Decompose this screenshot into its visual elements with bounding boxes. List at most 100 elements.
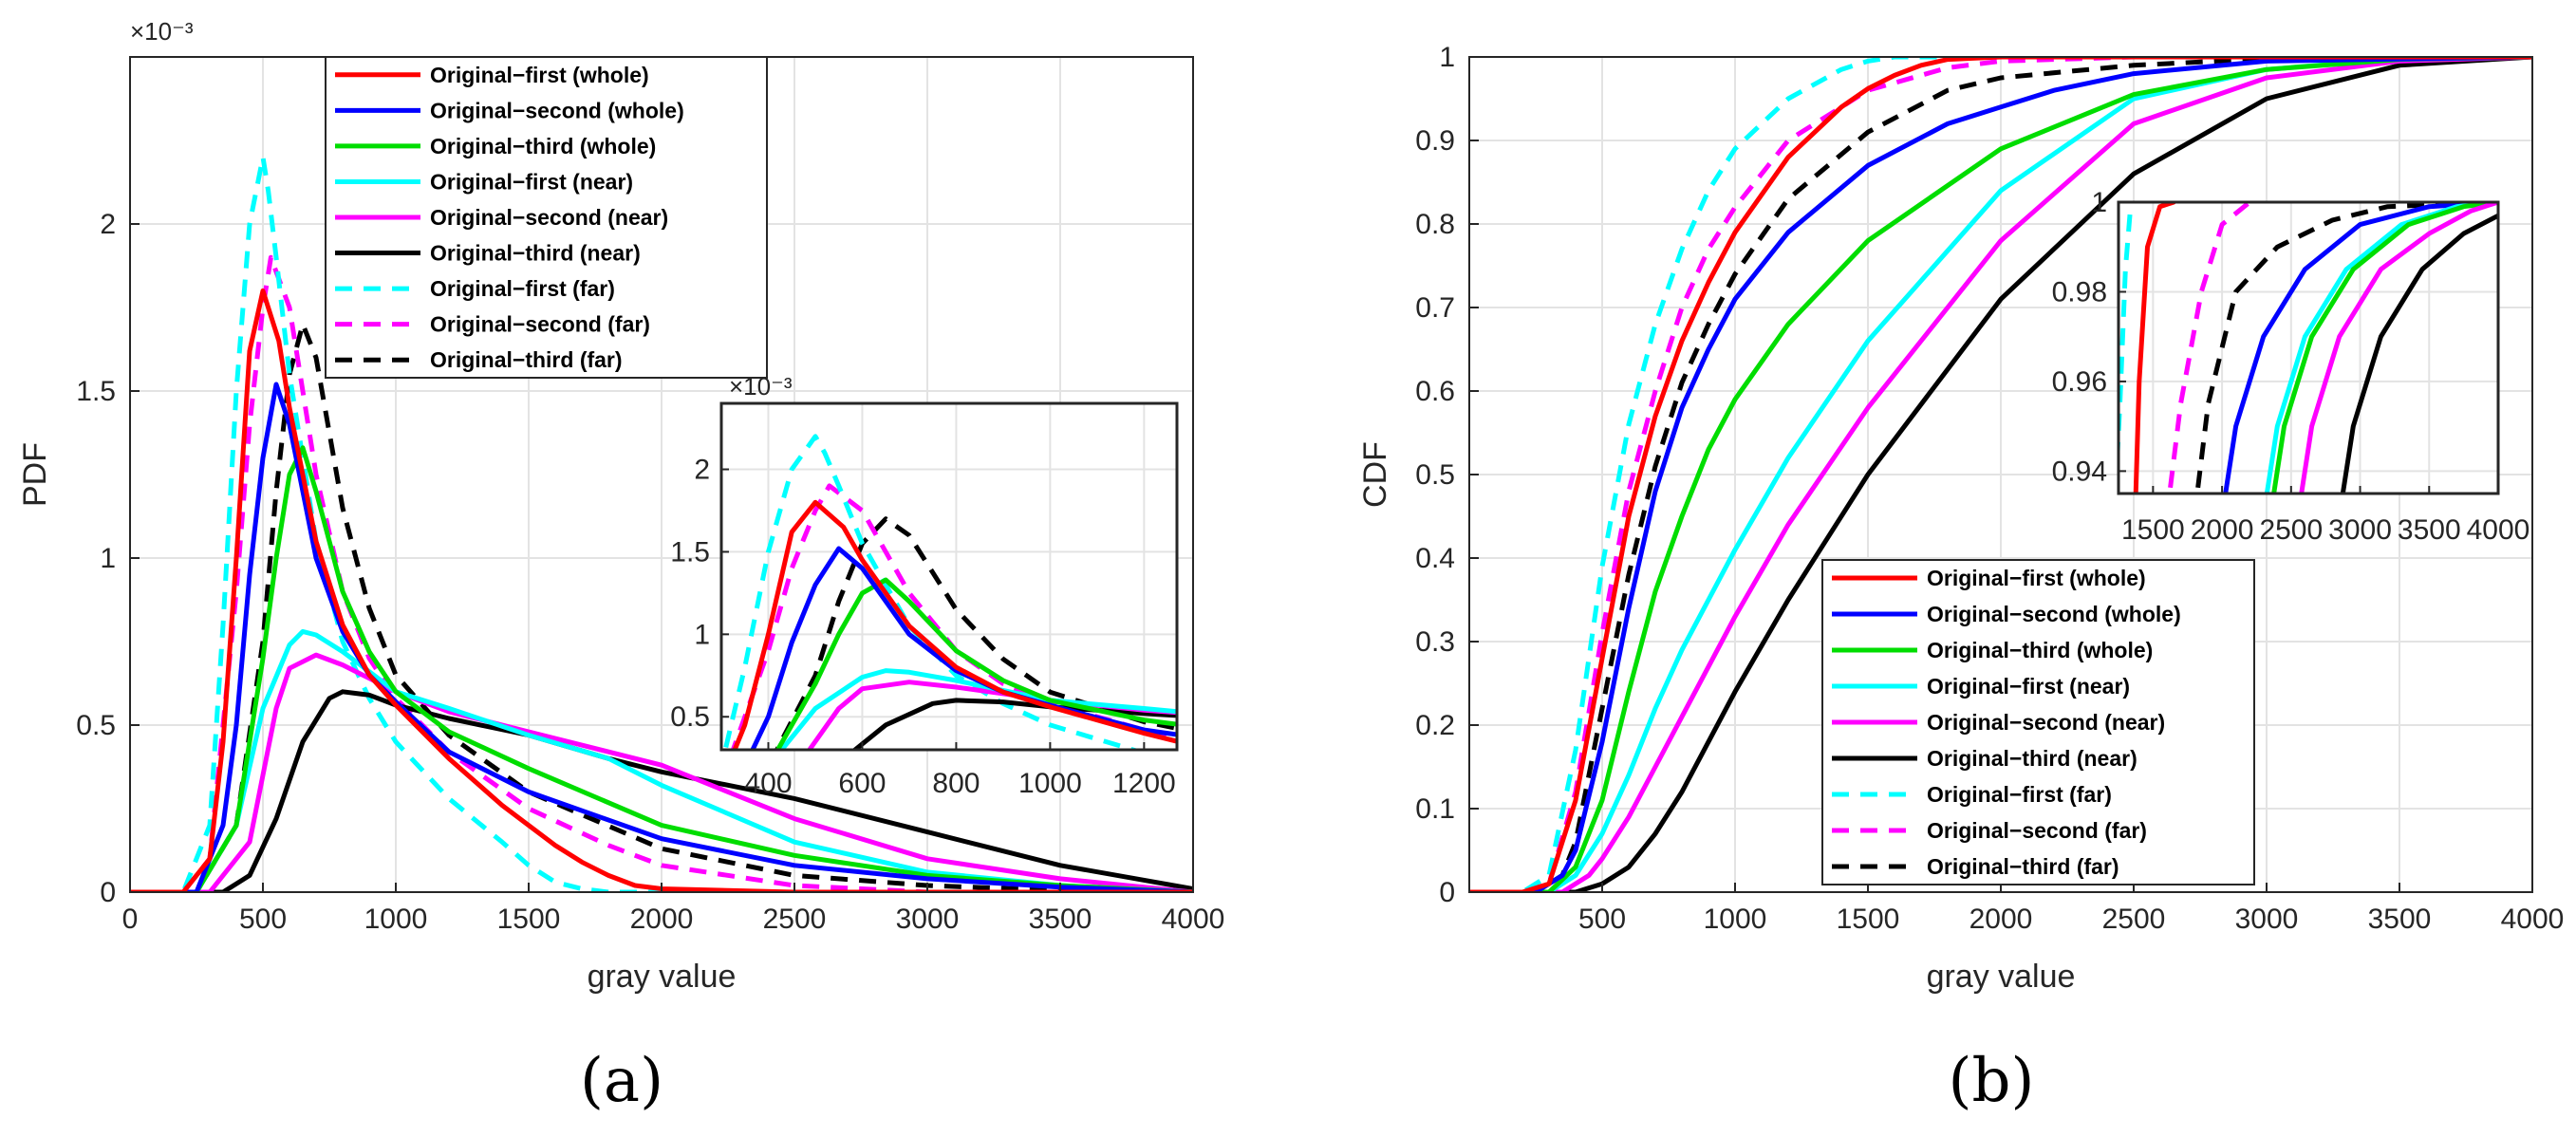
legend: Original−first (whole) Original−second (w… xyxy=(325,56,768,379)
inset-series-line xyxy=(2340,213,2498,494)
inset-plot: 1500 2000 2500 3000 3500 4000 0.94 0.96 0.98 1 xyxy=(2052,187,2530,546)
inset-y-tick-label: 0.96 xyxy=(2052,366,2107,398)
inset-series-line xyxy=(750,546,1177,750)
x-tick-label: 1000 xyxy=(364,904,428,935)
legend-label: Original−second (far) xyxy=(430,312,650,337)
x-tick-label: 2500 xyxy=(2102,904,2166,935)
y-tick-label: 2 xyxy=(100,209,116,240)
legend-label: Original−third (near) xyxy=(1927,746,2137,771)
inset-series-line xyxy=(775,577,1177,750)
x-tick-label: 1500 xyxy=(1837,904,1900,935)
inset-series-line xyxy=(2119,202,2134,480)
series-line xyxy=(1469,57,2532,892)
inset-x-tick-label: 800 xyxy=(932,768,980,799)
x-axis-label: gray value xyxy=(588,959,737,995)
inset-series-line xyxy=(2133,202,2176,494)
y-tick-label: 1.5 xyxy=(76,376,116,407)
y-axis-label: PDF xyxy=(17,442,53,507)
exponent-label: ×10⁻³ xyxy=(130,17,194,46)
inset-background xyxy=(721,403,1177,750)
legend-label: Original−third (far) xyxy=(430,347,623,372)
x-axis-label: gray value xyxy=(1927,959,2076,995)
x-tick-label: 500 xyxy=(1578,904,1626,935)
legend-label: Original−first (far) xyxy=(1927,782,2112,807)
y-tick-label: 0.5 xyxy=(1415,459,1455,491)
legend-label: Original−second (near) xyxy=(1927,710,2165,735)
inset-series-line xyxy=(732,499,1177,750)
inset-y-tick-label: 0.5 xyxy=(670,701,710,733)
legend-label: Original−first (whole) xyxy=(1927,566,2146,590)
y-tick-label: 1 xyxy=(100,543,116,574)
legend-label: Original−first (near) xyxy=(430,169,633,194)
y-tick-label: 0.6 xyxy=(1415,376,1455,407)
x-tick-label: 4000 xyxy=(1162,904,1225,935)
chart-panel-a: 0 500 1000 1500 2000 2500 3000 3500 4000 0 0.5 1 1.5… xyxy=(17,17,1225,1116)
series-line xyxy=(1469,57,2532,892)
x-tick-label: 1500 xyxy=(497,904,561,935)
legend-label: Original−second (whole) xyxy=(430,98,684,122)
inset-series-line xyxy=(2223,202,2498,494)
inset-y-tick-label: 2 xyxy=(694,455,710,486)
inset-series-line xyxy=(2194,202,2498,494)
inset-y-tick-label: 0.94 xyxy=(2052,456,2107,487)
inset-series-line xyxy=(722,434,1142,750)
inset-x-tick-label: 3000 xyxy=(2328,514,2392,546)
y-tick-label: 0.7 xyxy=(1415,292,1455,324)
y-tick-label: 0.5 xyxy=(76,710,116,741)
inset-x-tick-label: 1000 xyxy=(1018,768,1082,799)
x-tick-label: 3000 xyxy=(896,904,960,935)
x-tick-label: 2000 xyxy=(630,904,694,935)
x-tick-label: 3000 xyxy=(2235,904,2299,935)
inset-series-group xyxy=(2119,202,2498,494)
x-tick-label: 3500 xyxy=(1029,904,1092,935)
y-tick-label: 0.8 xyxy=(1415,209,1455,240)
x-tick-label: 2000 xyxy=(1969,904,2033,935)
series-line xyxy=(130,382,1193,892)
inset-x-tick-label: 1200 xyxy=(1112,768,1176,799)
y-tick-label: 0.1 xyxy=(1415,793,1455,825)
series-line xyxy=(130,445,1193,892)
x-tick-label: 0 xyxy=(122,904,139,935)
legend-label: Original−second (far) xyxy=(1927,818,2147,843)
y-tick-label: 0.3 xyxy=(1415,626,1455,658)
series-line xyxy=(130,288,1193,892)
legend-label: Original−third (near) xyxy=(430,241,641,266)
chart-panel-b: 500 1000 1500 2000 2500 3000 3500 400000.10.20.… xyxy=(1357,42,2564,1116)
x-tick-label: 500 xyxy=(239,904,287,935)
legend-label: Original−first (far) xyxy=(430,276,615,301)
inset-x-tick-label: 400 xyxy=(744,768,792,799)
series-group xyxy=(1469,57,2532,892)
panel-label: (a) xyxy=(580,1046,663,1116)
inset-x-tick-label: 600 xyxy=(838,768,886,799)
legend-label: Original−third (far) xyxy=(1927,854,2119,879)
inset-y-tick-label: 1 xyxy=(2091,187,2107,218)
inset-y-tick-label: 0.98 xyxy=(2052,276,2107,308)
inset-x-tick-label: 1500 xyxy=(2121,514,2185,546)
inset-y-tick-label: 1 xyxy=(694,619,710,650)
legend-label: Original−second (whole) xyxy=(1927,602,2181,626)
legend-label: Original−third (whole) xyxy=(430,134,656,158)
x-tick-label: 1000 xyxy=(1704,904,1767,935)
y-tick-label: 0 xyxy=(100,877,116,908)
series-line xyxy=(1469,57,2532,892)
y-tick-label: 0 xyxy=(1439,877,1455,908)
inset-y-tick-label: 1.5 xyxy=(670,536,710,568)
inset-x-tick-label: 3500 xyxy=(2398,514,2461,546)
y-tick-label: 1 xyxy=(1439,42,1455,73)
legend-label: Original−first (whole) xyxy=(430,63,649,87)
legend: Original−first (whole) Original−second (w… xyxy=(1821,559,2255,885)
series-line xyxy=(130,254,1193,892)
x-tick-label: 2500 xyxy=(763,904,827,935)
series-line xyxy=(1469,57,2532,892)
inset-frame xyxy=(2117,200,2500,495)
inset-series-line xyxy=(2271,202,2498,494)
inset-x-tick-label: 2500 xyxy=(2259,514,2323,546)
legend-label: Original−second (near) xyxy=(430,205,668,230)
series-line xyxy=(1469,57,2532,892)
inset-series-line xyxy=(2299,202,2498,494)
inset-frame xyxy=(719,401,1179,752)
legend-label: Original−first (near) xyxy=(1927,674,2130,699)
x-tick-label: 4000 xyxy=(2501,904,2565,935)
